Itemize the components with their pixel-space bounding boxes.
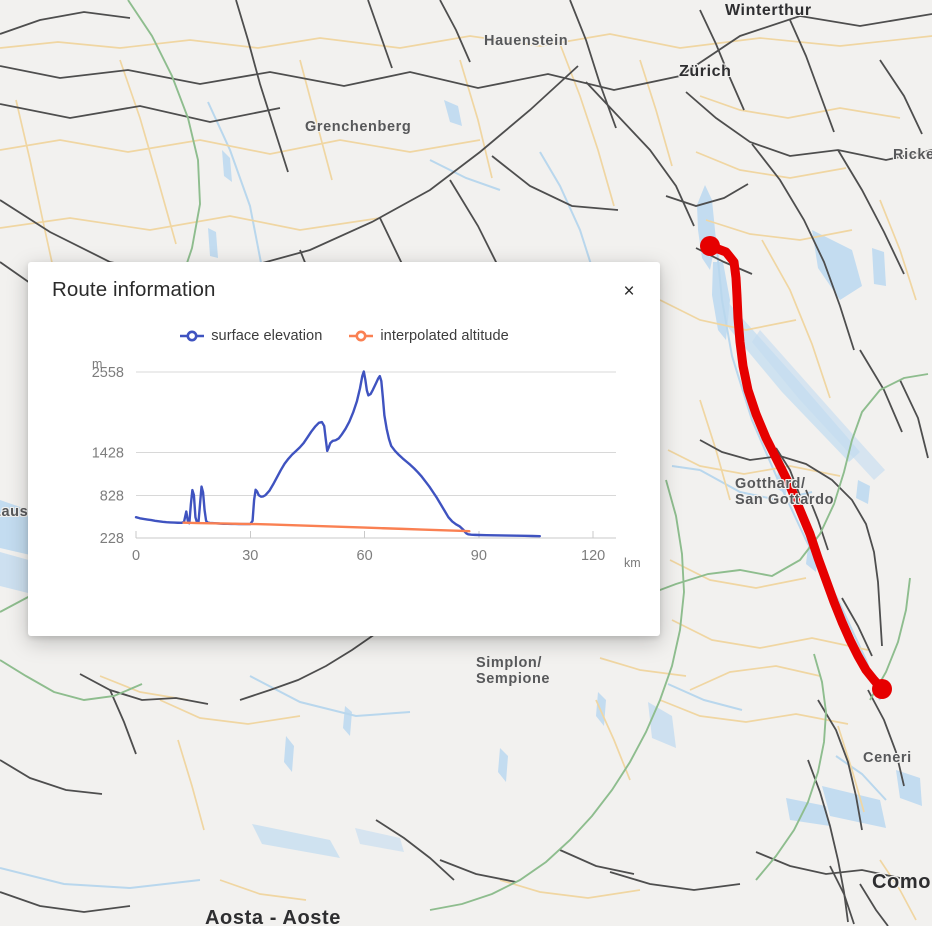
elevation-profile-chart[interactable]: m 228 828 1428 2558 0 30 60 90 120 km [28, 348, 660, 588]
svg-text:90: 90 [471, 548, 487, 564]
svg-text:828: 828 [100, 488, 124, 504]
legend-label: surface elevation [211, 328, 323, 344]
legend-item-surface-elevation[interactable]: surface elevation [179, 328, 322, 344]
chart-svg: m 228 828 1428 2558 0 30 60 90 120 km [92, 357, 641, 570]
chart-gridlines [136, 371, 616, 539]
svg-text:60: 60 [357, 548, 373, 564]
chart-series [134, 370, 542, 538]
y-axis-unit: m [92, 357, 102, 371]
svg-text:120: 120 [581, 548, 605, 564]
route-end-marker[interactable] [872, 679, 892, 699]
close-icon[interactable]: × [614, 276, 644, 306]
legend-label: interpolated altitude [380, 328, 509, 344]
series-line [182, 521, 471, 533]
y-axis-tick-labels: 228 828 1428 2558 [92, 365, 124, 547]
page-title: Route information [52, 278, 216, 301]
x-axis-tick-labels: 0 30 60 90 120 [132, 531, 616, 564]
route-information-dialog: Route information × surface elevation in… [28, 262, 660, 636]
svg-text:0: 0 [132, 548, 140, 564]
map-water-layer [0, 100, 922, 858]
legend-item-interpolated-altitude[interactable]: interpolated altitude [348, 328, 509, 344]
series-line [134, 370, 542, 538]
svg-text:2558: 2558 [92, 365, 124, 381]
legend-marker-icon [180, 330, 205, 342]
route-start-marker[interactable] [700, 236, 720, 256]
map-route[interactable] [700, 236, 892, 699]
dialog-header: Route information × [28, 262, 660, 324]
svg-text:228: 228 [100, 531, 124, 547]
x-axis-unit: km [624, 556, 641, 570]
chart-legend: surface elevation interpolated altitude [28, 328, 660, 344]
legend-marker-icon [349, 330, 374, 342]
map-minor-roads [0, 33, 932, 921]
svg-text:30: 30 [242, 548, 258, 564]
svg-text:1428: 1428 [92, 446, 124, 462]
